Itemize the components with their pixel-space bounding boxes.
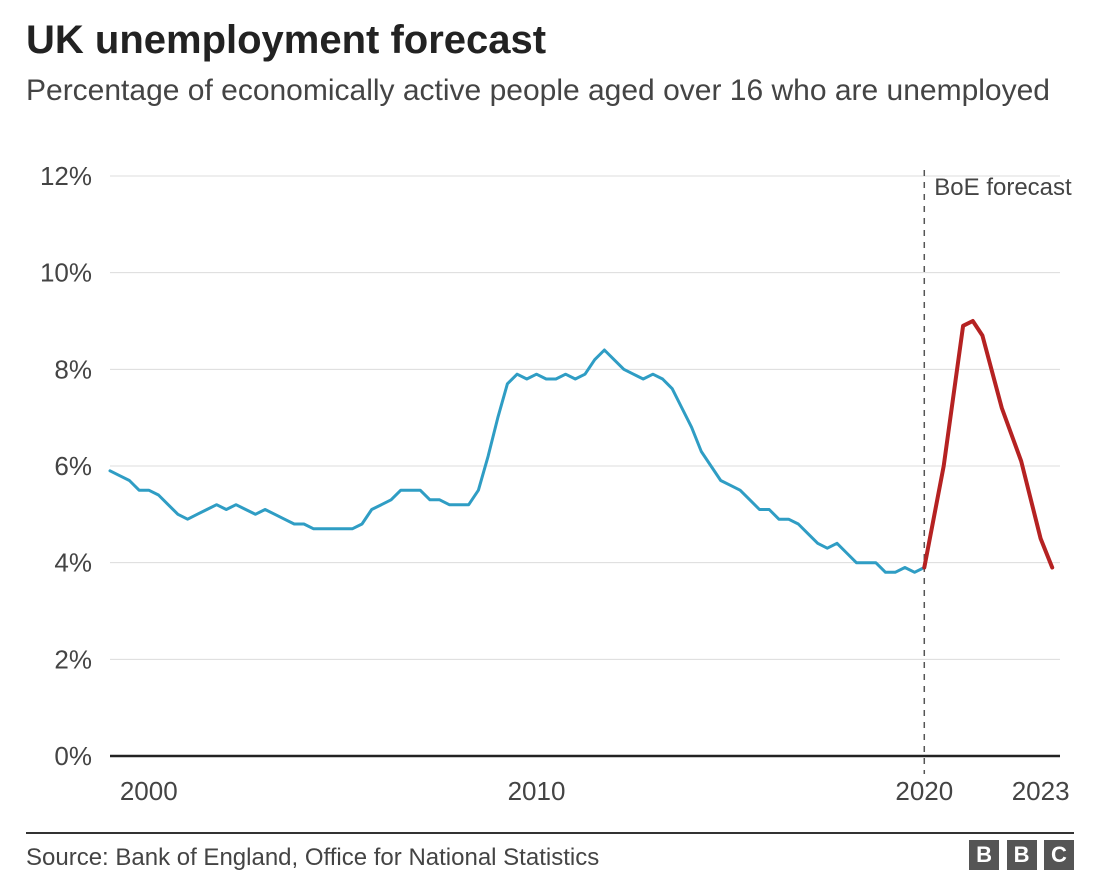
bbc-logo: B B C	[966, 840, 1074, 870]
forecast-label: BoE forecast	[934, 174, 1071, 202]
chart-plot: 0% 2% 4% 6% 8% 10% 12% 2000 2010 2020 2023	[0, 0, 1100, 830]
bbc-logo-letter: B	[969, 840, 999, 870]
svg-text:0%: 0%	[54, 741, 92, 771]
svg-text:12%: 12%	[40, 161, 92, 191]
svg-text:2010: 2010	[508, 776, 566, 806]
svg-text:2%: 2%	[54, 644, 92, 674]
svg-text:2020: 2020	[895, 776, 953, 806]
svg-text:8%: 8%	[54, 354, 92, 384]
bbc-logo-letter: C	[1044, 840, 1074, 870]
bbc-logo-letter: B	[1007, 840, 1037, 870]
source-text: Source: Bank of England, Office for Nati…	[26, 844, 599, 872]
svg-text:2023: 2023	[1012, 776, 1070, 806]
svg-text:10%: 10%	[40, 258, 92, 288]
svg-text:4%: 4%	[54, 548, 92, 578]
svg-text:2000: 2000	[120, 776, 178, 806]
svg-text:6%: 6%	[54, 451, 92, 481]
chart-frame: UK unemployment forecast Percentage of e…	[0, 0, 1100, 894]
footer-rule	[26, 832, 1074, 834]
